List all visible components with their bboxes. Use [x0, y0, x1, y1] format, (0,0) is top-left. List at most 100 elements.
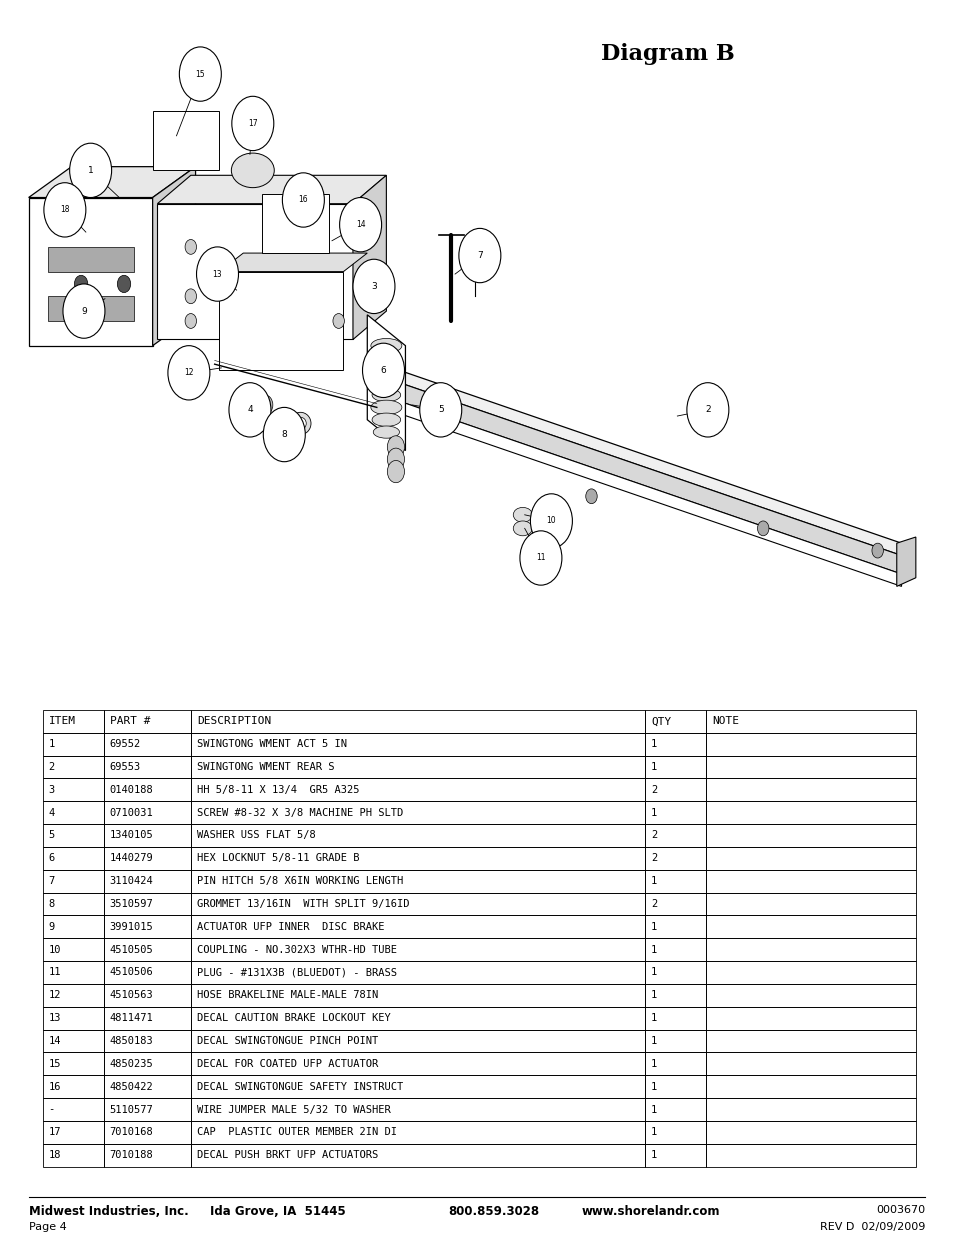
- Bar: [705, 824, 915, 847]
- Bar: [192, 756, 644, 778]
- Bar: [705, 847, 915, 869]
- Bar: [644, 961, 705, 984]
- Text: DECAL SWINGTONGUE SAFETY INSTRUCT: DECAL SWINGTONGUE SAFETY INSTRUCT: [197, 1082, 403, 1092]
- Ellipse shape: [371, 363, 401, 378]
- Bar: [104, 1144, 192, 1167]
- Circle shape: [44, 183, 86, 237]
- Bar: [705, 1007, 915, 1030]
- Circle shape: [70, 143, 112, 198]
- Bar: [192, 1007, 644, 1030]
- Text: 5: 5: [437, 405, 443, 415]
- Bar: [104, 1076, 192, 1098]
- Circle shape: [63, 284, 105, 338]
- Bar: [644, 802, 705, 824]
- Bar: [43, 778, 104, 802]
- Circle shape: [185, 314, 196, 329]
- Bar: [104, 710, 192, 732]
- Text: 1: 1: [49, 739, 55, 750]
- Text: Page 4: Page 4: [29, 1223, 67, 1233]
- Polygon shape: [219, 272, 343, 370]
- Bar: [644, 1144, 705, 1167]
- Bar: [705, 756, 915, 778]
- Bar: [43, 915, 104, 939]
- Bar: [192, 1052, 644, 1076]
- Text: REV D  02/09/2009: REV D 02/09/2009: [820, 1223, 924, 1233]
- Circle shape: [333, 314, 344, 329]
- Polygon shape: [157, 204, 353, 340]
- Text: 4510505: 4510505: [110, 945, 153, 955]
- Circle shape: [117, 275, 131, 293]
- Text: WASHER USS FLAT 5/8: WASHER USS FLAT 5/8: [197, 830, 315, 841]
- Circle shape: [229, 383, 271, 437]
- Polygon shape: [896, 537, 915, 587]
- Text: Midwest Industries, Inc.: Midwest Industries, Inc.: [29, 1205, 188, 1218]
- Bar: [104, 1121, 192, 1144]
- Bar: [43, 802, 104, 824]
- Text: 13: 13: [49, 1013, 61, 1023]
- Circle shape: [339, 198, 381, 252]
- Text: 1: 1: [650, 1104, 657, 1114]
- Ellipse shape: [513, 508, 532, 522]
- Circle shape: [185, 240, 196, 254]
- Bar: [192, 710, 644, 732]
- Text: 3510597: 3510597: [110, 899, 153, 909]
- Text: -: -: [49, 1104, 55, 1114]
- Bar: [192, 939, 644, 961]
- Text: 1: 1: [650, 762, 657, 772]
- Circle shape: [282, 173, 324, 227]
- Text: 1340105: 1340105: [110, 830, 153, 841]
- Text: DECAL CAUTION BRAKE LOCKOUT KEY: DECAL CAUTION BRAKE LOCKOUT KEY: [197, 1013, 391, 1023]
- Bar: [705, 915, 915, 939]
- Text: 10: 10: [546, 516, 556, 525]
- Polygon shape: [48, 247, 133, 272]
- Text: DECAL FOR COATED UFP ACTUATOR: DECAL FOR COATED UFP ACTUATOR: [197, 1058, 378, 1068]
- Circle shape: [387, 448, 404, 471]
- Bar: [705, 710, 915, 732]
- Text: 1: 1: [650, 1082, 657, 1092]
- Bar: [705, 869, 915, 893]
- Bar: [644, 847, 705, 869]
- Text: 1: 1: [650, 1036, 657, 1046]
- Bar: [705, 1098, 915, 1121]
- Bar: [192, 915, 644, 939]
- Bar: [192, 1076, 644, 1098]
- Bar: [262, 194, 329, 253]
- Text: CAP  PLASTIC OUTER MEMBER 2IN DI: CAP PLASTIC OUTER MEMBER 2IN DI: [197, 1128, 396, 1137]
- Circle shape: [871, 543, 882, 558]
- Bar: [43, 756, 104, 778]
- Bar: [644, 756, 705, 778]
- Text: 4850422: 4850422: [110, 1082, 153, 1092]
- Text: 7010188: 7010188: [110, 1150, 153, 1160]
- Text: 4510563: 4510563: [110, 990, 153, 1000]
- Text: 18: 18: [60, 205, 70, 215]
- Bar: [644, 710, 705, 732]
- Text: 1: 1: [650, 1013, 657, 1023]
- Bar: [43, 847, 104, 869]
- Bar: [705, 1052, 915, 1076]
- Bar: [644, 1098, 705, 1121]
- Text: 14: 14: [49, 1036, 61, 1046]
- Bar: [43, 1007, 104, 1030]
- Circle shape: [387, 461, 404, 483]
- Bar: [705, 778, 915, 802]
- Polygon shape: [381, 377, 901, 574]
- Bar: [705, 1030, 915, 1052]
- Ellipse shape: [371, 338, 401, 353]
- Text: 14: 14: [355, 220, 365, 230]
- Bar: [644, 1052, 705, 1076]
- Polygon shape: [219, 253, 367, 272]
- Bar: [644, 1076, 705, 1098]
- Bar: [43, 984, 104, 1007]
- Circle shape: [519, 531, 561, 585]
- Bar: [43, 1098, 104, 1121]
- Text: 9: 9: [49, 921, 55, 932]
- Bar: [705, 939, 915, 961]
- Bar: [104, 824, 192, 847]
- Ellipse shape: [231, 153, 274, 188]
- Circle shape: [263, 408, 305, 462]
- Bar: [104, 984, 192, 1007]
- Bar: [104, 893, 192, 915]
- Text: 10: 10: [49, 945, 61, 955]
- Text: 6: 6: [380, 366, 386, 375]
- Text: 15: 15: [49, 1058, 61, 1068]
